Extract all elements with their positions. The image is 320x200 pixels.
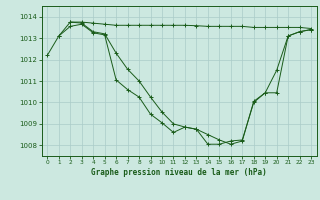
X-axis label: Graphe pression niveau de la mer (hPa): Graphe pression niveau de la mer (hPa) [91, 168, 267, 177]
